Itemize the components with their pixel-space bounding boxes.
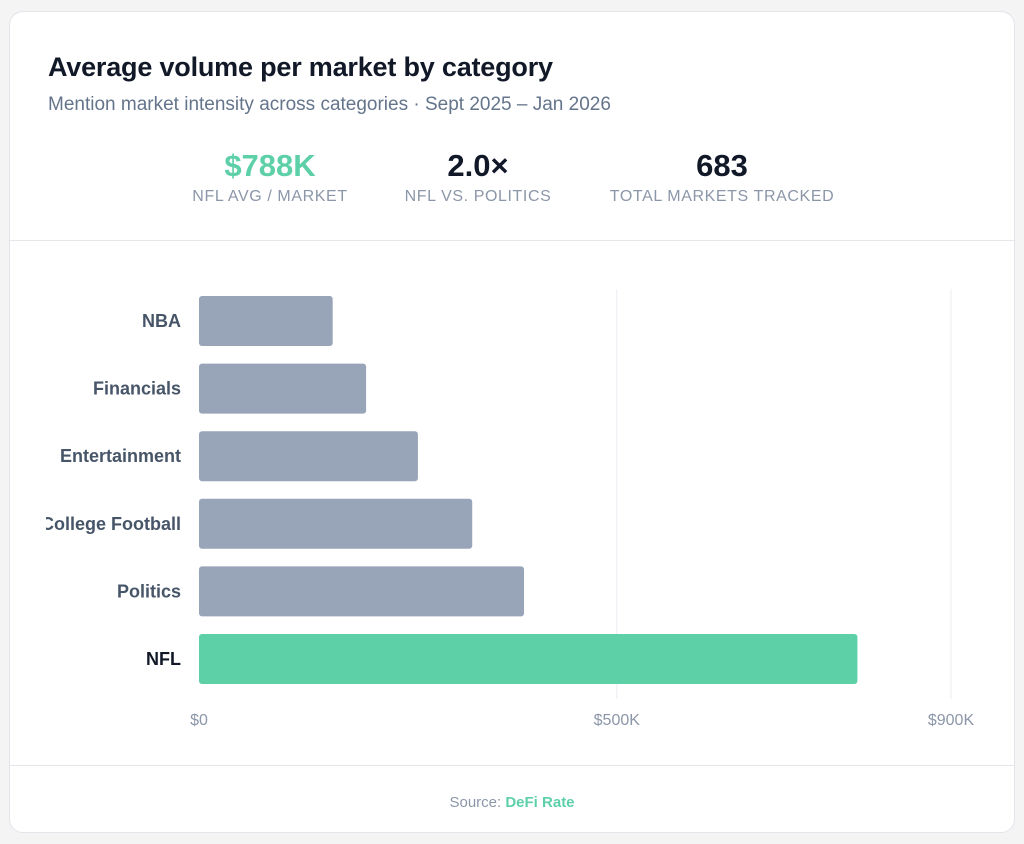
chart-subtitle: Mention market intensity across categori… xyxy=(48,94,611,115)
bar-financials xyxy=(199,363,367,414)
bar-entertainment xyxy=(199,431,418,482)
stat-label: NFL VS. POLITICS xyxy=(404,188,552,205)
category-label: Entertainment xyxy=(60,446,181,466)
stat-value: $788K xyxy=(224,148,316,183)
x-tick-label: $500K xyxy=(594,712,641,729)
x-tick-label: $0 xyxy=(190,712,208,729)
bar-college-football xyxy=(199,498,473,549)
stat-value: 683 xyxy=(696,148,748,183)
stat-nfl-vs-politics: 2.0× NFL VS. POLITICS xyxy=(405,148,552,206)
bar-nba xyxy=(199,296,333,346)
footer-divider xyxy=(10,765,1014,766)
chart-title: Average volume per market by category xyxy=(48,52,553,82)
source-line: Source: DeFi Rate xyxy=(10,794,1014,811)
bar-nfl xyxy=(199,634,858,684)
category-label: College Football xyxy=(41,514,181,534)
header-divider xyxy=(10,240,1014,241)
bar-politics xyxy=(199,566,525,617)
stat-value: 2.0× xyxy=(447,148,509,183)
source-prefix: Source: xyxy=(449,794,502,811)
category-label: Financials xyxy=(93,379,181,399)
stat-label: NFL AVG / MARKET xyxy=(192,188,348,205)
stat-label: TOTAL MARKETS TRACKED xyxy=(609,188,835,205)
x-tick-label: $900K xyxy=(928,712,975,729)
category-label: Politics xyxy=(117,581,181,601)
category-label: NFL xyxy=(146,649,181,669)
bar-chart: NBA Financials Entertainment College Footba… xyxy=(41,289,975,729)
category-label: NBA xyxy=(142,311,181,331)
stat-total-markets: 683 TOTAL MARKETS TRACKED xyxy=(610,148,835,206)
stat-nfl-avg: $788K NFL AVG / MARKET xyxy=(192,148,347,206)
chart-card: Average volume per market by category Me… xyxy=(9,11,1015,833)
source-link[interactable]: DeFi Rate xyxy=(505,794,575,811)
